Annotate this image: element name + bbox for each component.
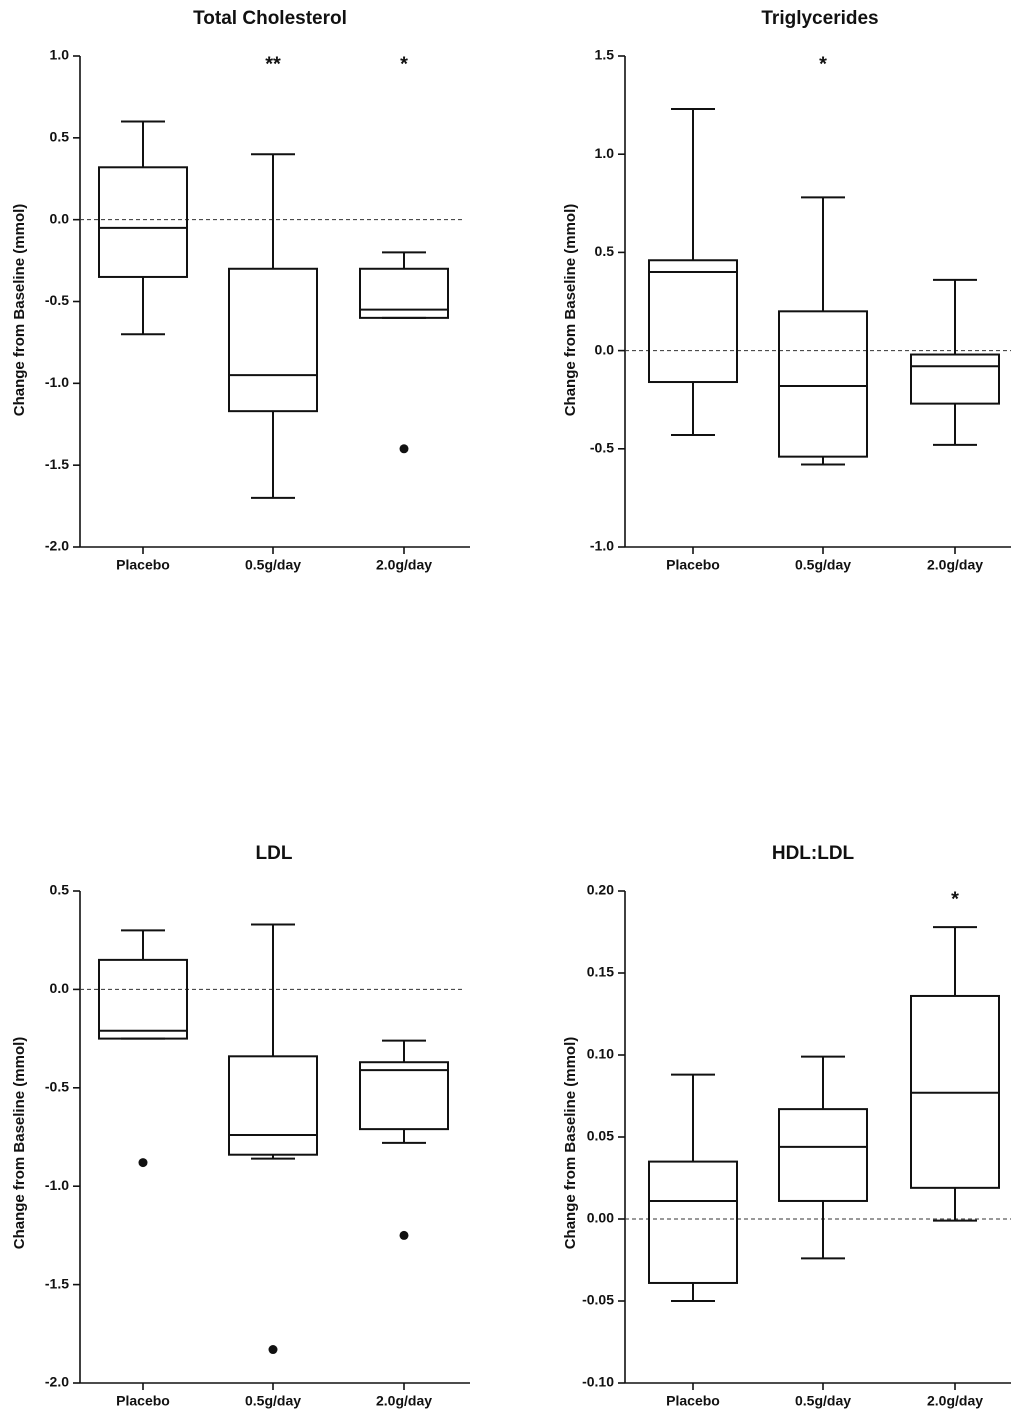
outlier-point <box>399 444 409 454</box>
y-tick-label: -1.5 <box>45 456 69 472</box>
y-tick-label: -1.0 <box>45 374 69 390</box>
y-tick-label: -0.05 <box>582 1292 614 1308</box>
outlier-point <box>268 1345 278 1355</box>
chart-panel: Triglycerides Change from Baseline (mmol)… <box>562 8 1011 573</box>
box-plot-2-0g-day: 2.0g/day * <box>910 888 1000 1409</box>
box-plot-2-0g-day: 2.0g/day <box>910 278 1000 573</box>
x-tick-label: Placebo <box>666 1393 720 1409</box>
y-tick-label: -2.0 <box>45 538 69 554</box>
box-plot-0-5g-day: 0.5g/day * <box>778 53 868 573</box>
y-axis-label: Change from Baseline (mmol) <box>562 1037 579 1250</box>
chart-title: Triglycerides <box>761 8 878 29</box>
interquartile-box <box>98 166 188 278</box>
interquartile-box <box>359 1061 449 1131</box>
y-tick-label: 0.15 <box>587 964 614 980</box>
y-tick-label: 1.0 <box>50 47 70 63</box>
outlier-point <box>399 1230 409 1240</box>
x-tick-label: 2.0g/day <box>927 557 983 573</box>
chart-title: LDL <box>256 843 293 864</box>
interquartile-box <box>910 353 1000 405</box>
y-tick-label: 0.20 <box>587 882 614 898</box>
y-tick-label: 1.5 <box>595 47 615 63</box>
x-tick-label: Placebo <box>666 557 720 573</box>
interquartile-box <box>228 267 318 413</box>
x-tick-label: 2.0g/day <box>376 1393 432 1409</box>
chart-title: Total Cholesterol <box>193 8 347 29</box>
y-tick-label: 0.0 <box>595 341 615 357</box>
y-tick-label: -0.5 <box>45 1079 69 1095</box>
y-axis-label: Change from Baseline (mmol) <box>11 204 28 417</box>
box-plot-0-5g-day: 0.5g/day ** <box>228 53 318 573</box>
y-tick-label: -2.0 <box>45 1374 69 1390</box>
y-tick-label: 0.0 <box>50 210 70 226</box>
y-axis-label: Change from Baseline (mmol) <box>11 1037 28 1250</box>
y-tick-label: 0.00 <box>587 1210 614 1226</box>
box-plot-placebo: Placebo <box>98 929 188 1409</box>
chart-panel: LDL Change from Baseline (mmol) 0.5 0.0 -0.5… <box>11 843 470 1409</box>
x-tick-label: 0.5g/day <box>795 1393 851 1409</box>
outlier-point <box>138 1158 148 1168</box>
interquartile-box <box>98 958 188 1040</box>
y-axis-label: Change from Baseline (mmol) <box>562 204 579 417</box>
box-plot-placebo: Placebo <box>648 108 738 573</box>
box-plot-0-5g-day: 0.5g/day <box>228 923 318 1409</box>
box-plot-2-0g-day: 2.0g/day <box>359 1039 449 1409</box>
x-tick-label: 2.0g/day <box>376 557 432 573</box>
box-plot-placebo: Placebo <box>98 120 188 573</box>
interquartile-box <box>228 1055 318 1156</box>
y-tick-label: 0.5 <box>50 882 70 898</box>
y-tick-label: -1.0 <box>45 1177 69 1193</box>
y-tick-label: -1.5 <box>45 1275 69 1291</box>
interquartile-box <box>359 267 449 319</box>
y-tick-label: -0.10 <box>582 1374 614 1390</box>
y-tick-label: -0.5 <box>590 440 614 456</box>
significance-marker: * <box>951 888 959 910</box>
y-tick-label: 0.10 <box>587 1046 614 1062</box>
y-tick-label: -1.0 <box>590 538 614 554</box>
box-plot-0-5g-day: 0.5g/day <box>778 1055 868 1409</box>
interquartile-box <box>778 310 868 458</box>
y-tick-label: 0.0 <box>50 980 70 996</box>
y-tick-label: 1.0 <box>595 145 615 161</box>
significance-marker: * <box>400 53 408 75</box>
x-tick-label: 0.5g/day <box>245 557 301 573</box>
significance-marker: ** <box>265 53 281 75</box>
chart-panel: HDL:LDL Change from Baseline (mmol) 0.20 0.… <box>562 843 1011 1409</box>
chart-panel: Total Cholesterol Change from Baseline (m… <box>11 8 470 573</box>
x-tick-label: Placebo <box>116 1393 170 1409</box>
significance-marker: * <box>819 53 827 75</box>
x-tick-label: 0.5g/day <box>245 1393 301 1409</box>
interquartile-box <box>778 1108 868 1202</box>
y-tick-label: 0.5 <box>50 129 70 145</box>
interquartile-box <box>648 1160 738 1284</box>
box-plot-placebo: Placebo <box>648 1073 738 1409</box>
x-tick-label: Placebo <box>116 557 170 573</box>
x-tick-label: 0.5g/day <box>795 557 851 573</box>
y-tick-label: 0.5 <box>595 243 615 259</box>
interquartile-box <box>648 259 738 384</box>
y-tick-label: -0.5 <box>45 292 69 308</box>
box-plot-2-0g-day: 2.0g/day * <box>359 53 449 573</box>
y-tick-label: 0.05 <box>587 1128 614 1144</box>
x-tick-label: 2.0g/day <box>927 1393 983 1409</box>
chart-title: HDL:LDL <box>772 843 855 864</box>
